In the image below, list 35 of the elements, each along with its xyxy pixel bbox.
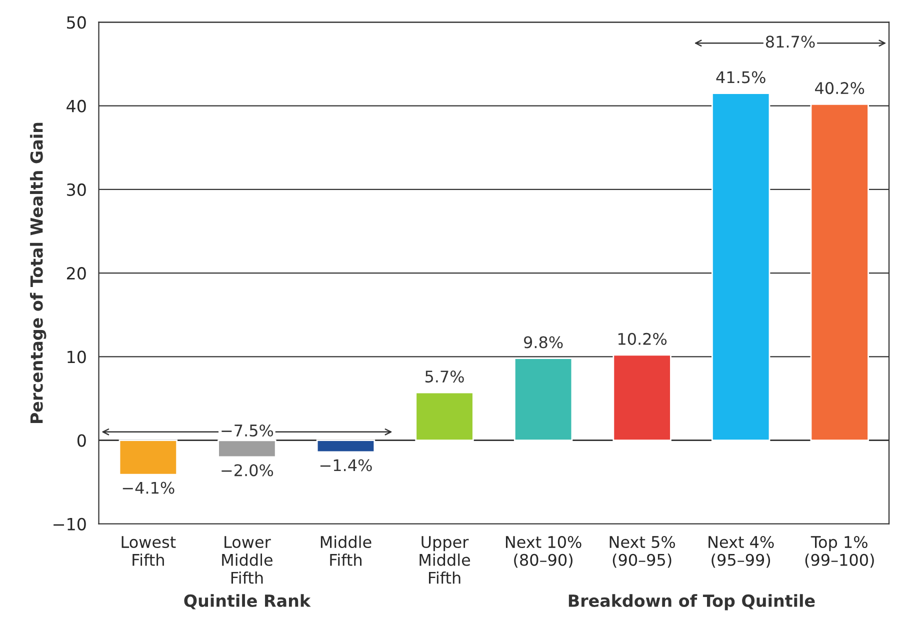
y-tick-label: 20 [66, 267, 86, 280]
x-axis-title: Quintile Rank [184, 594, 311, 610]
data-label: 9.8% [524, 336, 563, 348]
bar [316, 440, 376, 453]
x-tick-label: Upper Middle Fifth [420, 536, 470, 584]
data-label: 40.2% [815, 82, 864, 94]
data-label: −4.1% [122, 482, 174, 494]
y-tick-label: 0 [77, 434, 86, 447]
y-tick-label: 50 [67, 16, 86, 29]
data-label: 5.7% [425, 370, 464, 383]
x-tick-label: Next 5% (90–95) [610, 536, 675, 568]
bar [810, 103, 869, 441]
y-tick-label: 40 [66, 100, 86, 112]
x-tick-label: Lower Middle Fifth [222, 536, 272, 584]
x-tick-label: Next 10% (80–90) [506, 536, 582, 568]
text: Breakdown of Top Quintile [568, 594, 815, 610]
bar [118, 440, 178, 476]
annotation: −7.5% [222, 424, 274, 437]
y-tick-label: −10 [54, 518, 86, 530]
y-tick-label: 10 [68, 350, 86, 364]
bar [514, 358, 573, 441]
bar [415, 392, 474, 441]
x-tick-label: Top 1% (99–100) [805, 536, 874, 568]
data-label: 10.2% [618, 332, 667, 345]
bar [712, 92, 770, 441]
data-label: −1.4% [320, 459, 372, 472]
x-tick-label: Next 4% (95–99) [708, 536, 774, 568]
y-tick-label: 30 [67, 183, 86, 196]
x-tick-label: Middle Fifth [320, 536, 372, 566]
data-label: 41.5% [716, 71, 766, 84]
annotation: 81.7% [766, 36, 815, 48]
y-axis-title: Percentage of Total Wealth Gain [30, 122, 46, 424]
x-tick-label: Lowest Fifth [122, 536, 176, 566]
data-label: −2.0% [222, 464, 274, 476]
bar [612, 354, 672, 441]
